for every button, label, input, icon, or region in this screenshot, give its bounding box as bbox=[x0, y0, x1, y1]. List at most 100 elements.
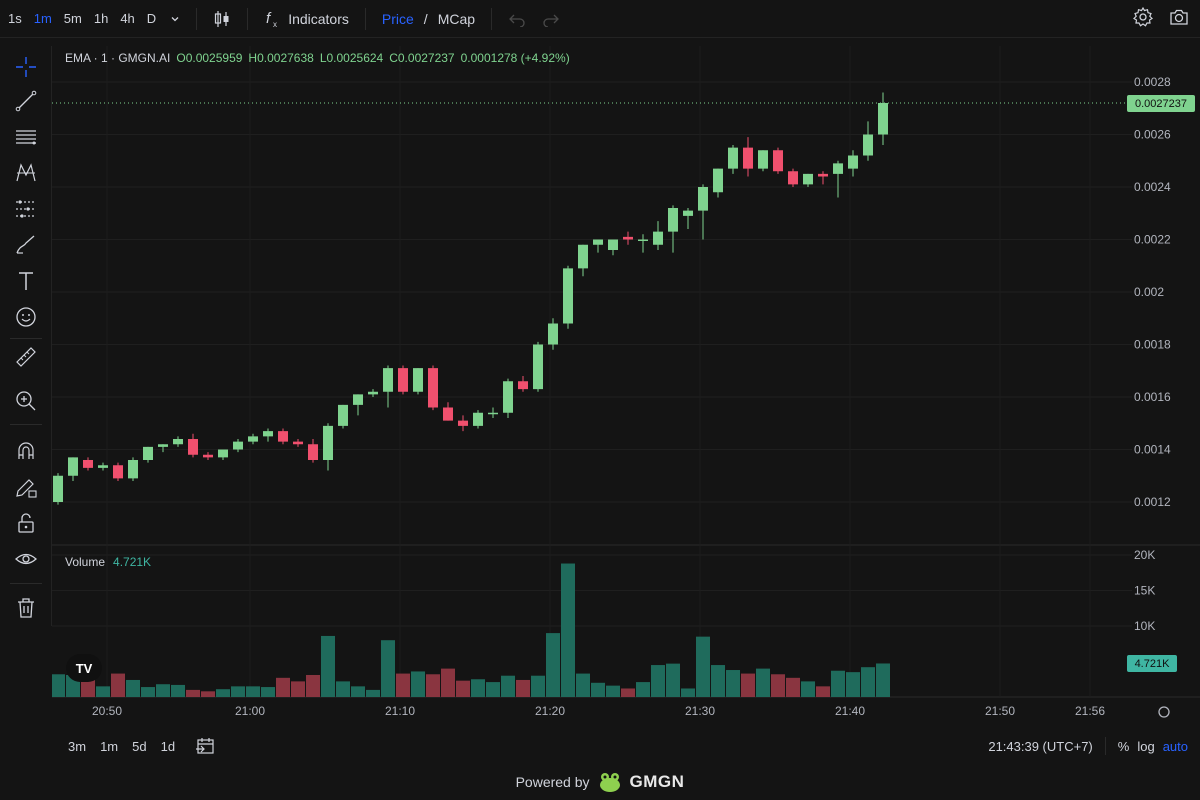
volume-bar bbox=[126, 679, 140, 697]
volume-bar bbox=[711, 665, 725, 697]
goto-date-button[interactable] bbox=[195, 736, 217, 756]
volume-bar bbox=[381, 640, 395, 697]
lock-drawing-tool[interactable] bbox=[12, 473, 40, 501]
timeframe-1s[interactable]: 1s bbox=[8, 11, 22, 26]
candle-body bbox=[623, 236, 633, 240]
price-mcap-toggle[interactable]: Price / MCap bbox=[374, 11, 483, 27]
percent-toggle[interactable]: % bbox=[1117, 738, 1130, 754]
trend-line-tool[interactable] bbox=[12, 87, 40, 115]
emoji-tool[interactable] bbox=[12, 303, 40, 331]
candle-body bbox=[188, 439, 198, 455]
divider bbox=[247, 7, 249, 30]
redo-button[interactable] bbox=[534, 11, 568, 27]
slash: / bbox=[423, 10, 428, 27]
volume-tick-label: 15K bbox=[1134, 584, 1155, 598]
timeframe-4h[interactable]: 4h bbox=[120, 11, 135, 26]
candle-body bbox=[173, 439, 183, 445]
ohlc-legend: EMA · 1 · GMGN.AI O0.0025959 H0.0027638 … bbox=[65, 51, 570, 65]
settings-button[interactable] bbox=[1132, 6, 1154, 33]
range-1d[interactable]: 1d bbox=[160, 738, 176, 754]
zoom-tool[interactable] bbox=[12, 387, 40, 415]
candle-body bbox=[278, 431, 288, 442]
lock-tool[interactable] bbox=[12, 509, 40, 537]
ruler-icon bbox=[16, 347, 36, 367]
time-tick-label: 21:50 bbox=[985, 704, 1015, 718]
delete-tool[interactable] bbox=[12, 594, 40, 622]
candle-body bbox=[653, 231, 663, 245]
text-tool[interactable] bbox=[12, 267, 40, 295]
brush-tool[interactable] bbox=[12, 231, 40, 259]
volume-bar bbox=[861, 667, 875, 697]
candle-body bbox=[383, 368, 393, 392]
pattern-tool[interactable] bbox=[12, 159, 40, 187]
candle-body bbox=[848, 155, 858, 169]
range-5d[interactable]: 5d bbox=[132, 738, 147, 754]
volume-bar bbox=[336, 681, 350, 697]
timeframe-5m[interactable]: 5m bbox=[63, 11, 82, 26]
bottom-toolbar: 3m 1m 5d 1d 21:43:39 (UTC+7) % log auto bbox=[0, 730, 1200, 762]
legend-close: C0.0027237 bbox=[389, 51, 455, 65]
log-toggle[interactable]: log bbox=[1137, 738, 1155, 754]
candle-body bbox=[143, 446, 153, 460]
candle-body bbox=[308, 444, 318, 460]
volume-bar bbox=[321, 635, 335, 697]
candle-body bbox=[818, 173, 828, 177]
candle-body bbox=[158, 444, 168, 447]
svg-text:f: f bbox=[266, 10, 272, 27]
fib-tool[interactable] bbox=[12, 195, 40, 223]
volume-bar bbox=[111, 673, 125, 697]
tradingview-logo[interactable]: TV bbox=[66, 654, 102, 682]
volume-bar bbox=[651, 665, 665, 697]
screenshot-button[interactable] bbox=[1168, 6, 1190, 33]
mcap-option[interactable]: MCap bbox=[437, 10, 476, 27]
gmgn-frog-logo-icon bbox=[599, 773, 620, 792]
time-tick-label: 21:10 bbox=[385, 704, 415, 718]
auto-toggle[interactable]: auto bbox=[1162, 738, 1188, 754]
clock-timezone[interactable]: 21:43:39 (UTC+7) bbox=[988, 738, 1093, 754]
volume-bar bbox=[501, 675, 515, 697]
range-3m[interactable]: 3m bbox=[68, 738, 87, 754]
undo-button[interactable] bbox=[500, 11, 534, 27]
calendar-arrow-icon bbox=[196, 738, 214, 754]
candle-body bbox=[353, 394, 363, 405]
candle-body bbox=[683, 210, 693, 216]
timeframe-D[interactable]: D bbox=[146, 11, 157, 26]
candle-body bbox=[233, 441, 243, 450]
timeframe-dropdown-button[interactable] bbox=[162, 14, 188, 24]
timeframe-1m[interactable]: 1m bbox=[33, 11, 52, 26]
volume-bar bbox=[96, 686, 110, 697]
horizontal-lines-tool[interactable] bbox=[12, 123, 40, 151]
last-price-tag: 0.0027237 bbox=[1127, 95, 1195, 112]
ruler-tool[interactable] bbox=[12, 343, 40, 371]
range-1m[interactable]: 1m bbox=[100, 738, 119, 754]
volume-bar bbox=[246, 686, 260, 697]
candle-body bbox=[323, 425, 333, 460]
volume-bar bbox=[696, 636, 710, 697]
volume-bar bbox=[351, 686, 365, 697]
volume-value: 4.721K bbox=[113, 555, 152, 569]
divider bbox=[364, 7, 366, 30]
candle-body bbox=[533, 344, 543, 390]
indicators-button[interactable]: f x Indicators bbox=[256, 9, 357, 29]
chart-type-button[interactable] bbox=[205, 9, 239, 29]
timeframe-1h[interactable]: 1h bbox=[93, 11, 109, 26]
crosshair-tool[interactable] bbox=[12, 53, 40, 81]
chart-area[interactable]: 0.0028 0.0026 0.0024 0.0022 0.002 0.0018 0.001… bbox=[51, 46, 1200, 728]
price-option[interactable]: Price bbox=[381, 10, 414, 27]
top-toolbar: 1s 1m 5m 1h 4h D f x Indicators Price / MCap bbox=[0, 0, 1200, 38]
volume-bar bbox=[531, 675, 545, 697]
candle-body bbox=[608, 239, 618, 250]
price-tick-label: 0.0014 bbox=[1134, 443, 1171, 457]
camera-icon bbox=[1170, 9, 1188, 25]
powered-by-text: Powered by bbox=[515, 774, 590, 790]
visibility-tool[interactable] bbox=[12, 545, 40, 573]
trend-line-icon bbox=[15, 90, 37, 112]
powered-by-footer: Powered by GMGN bbox=[0, 768, 1200, 796]
axis-settings-icon[interactable] bbox=[1158, 706, 1170, 718]
trash-icon bbox=[18, 598, 34, 618]
magnet-tool[interactable] bbox=[12, 437, 40, 465]
candle-body bbox=[218, 449, 228, 458]
candlestick-chart[interactable]: 0.0028 0.0026 0.0024 0.0022 0.002 0.0018 0.001… bbox=[51, 46, 1200, 728]
volume-bar bbox=[201, 691, 215, 697]
timeframe-group: 1s 1m 5m 1h 4h D bbox=[0, 11, 162, 26]
